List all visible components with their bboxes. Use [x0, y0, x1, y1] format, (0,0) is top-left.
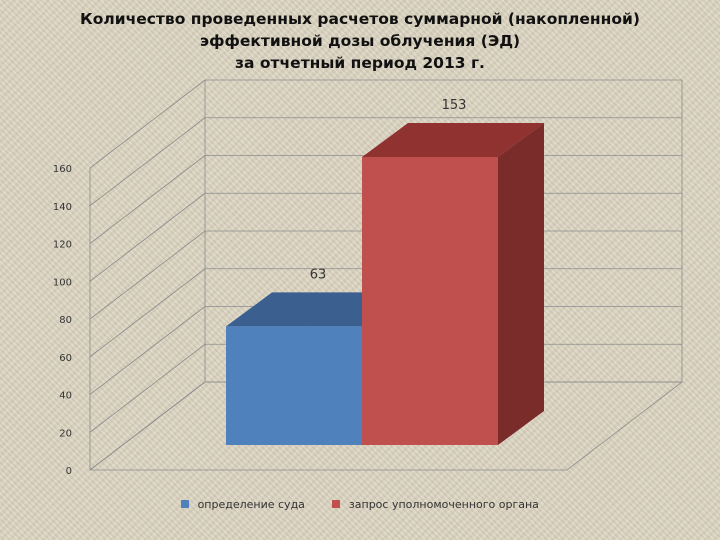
y-tick-label-6: 120	[53, 240, 72, 251]
y-tick-label-3: 60	[59, 353, 72, 364]
gridline-side-1	[89, 343, 206, 433]
chart-title-line-1: Количество проведенных расчетов суммарно…	[80, 10, 640, 28]
bar-top-1	[362, 123, 544, 157]
chart-floor	[88, 381, 684, 471]
gridline-side-3	[89, 268, 206, 358]
gridline-side-4	[89, 230, 206, 320]
bar-front-0	[226, 326, 362, 445]
chart-title: Количество проведенных расчетов суммарно…	[0, 8, 720, 74]
y-tick-label-8: 160	[53, 164, 72, 175]
chart-title-line-2: эффективной дозы облучения (ЭД)	[199, 32, 521, 50]
data-label-0: 63	[310, 267, 327, 282]
gridline-side-2	[89, 306, 206, 395]
legend-swatch-authority	[332, 500, 341, 508]
y-tick-label-4: 80	[59, 315, 72, 326]
y-tick-label-7: 140	[53, 202, 72, 213]
legend-item-court: определение суда	[181, 498, 305, 511]
gridline-side-6	[89, 155, 206, 244]
chart-legend: определение суда запрос уполномоченного …	[0, 498, 720, 511]
legend-label-court: определение суда	[197, 498, 305, 511]
legend-swatch-court	[181, 500, 190, 508]
gridline-side-7	[89, 117, 206, 207]
gridline-side-5	[89, 192, 206, 282]
legend-item-authority: запрос уполномоченного органа	[332, 498, 539, 511]
chart-title-line-3: за отчетный период 2013 г.	[235, 54, 485, 72]
bar-front-1	[362, 157, 498, 445]
y-tick-label-1: 20	[59, 428, 72, 439]
gridline-side-8	[89, 79, 206, 169]
y-tick-label-5: 100	[53, 277, 72, 288]
y-tick-label-0: 0	[66, 466, 72, 477]
y-tick-label-2: 40	[59, 391, 72, 402]
legend-label-authority: запрос уполномоченного органа	[348, 498, 539, 511]
bar-side-1	[498, 123, 544, 445]
data-label-1: 153	[442, 98, 467, 113]
